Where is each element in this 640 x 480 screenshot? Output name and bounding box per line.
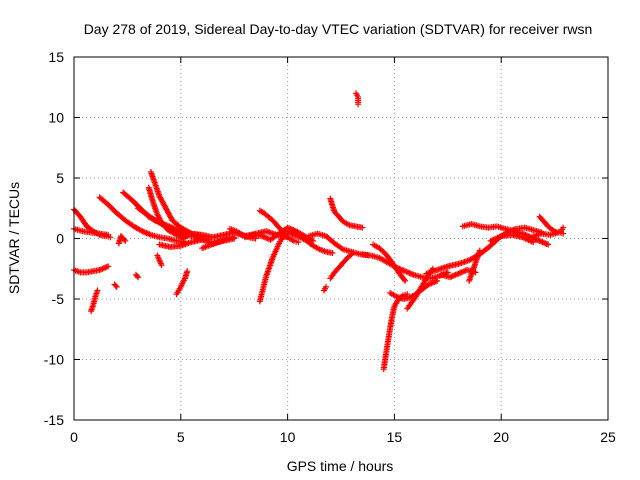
series-s39 [530,229,567,240]
series-s17 [199,234,238,252]
data-point-marker [545,241,552,248]
series-s02 [71,225,112,238]
data-point-marker [401,276,408,283]
data-point-marker [355,101,362,108]
data-point-marker [158,262,165,269]
data-point-marker [231,234,238,241]
series-s09 [132,271,142,281]
data-point-marker [348,251,355,258]
data-point-marker [434,277,441,284]
series-s22 [284,228,336,257]
data-point-marker [184,268,191,275]
series-s28 [359,251,451,282]
x-tick-label: 25 [600,429,616,445]
data-point-marker [134,273,141,280]
series-s27 [352,90,362,108]
data-point-marker [105,263,112,270]
data-point-marker [560,230,567,237]
y-axis-label: SDTVAR / TECUs [6,182,22,294]
series-s31 [387,277,441,302]
series-s04 [88,287,101,315]
y-tick-label: -10 [44,352,64,368]
series-s06 [96,194,189,246]
data-point-marker [560,224,567,231]
data-point-marker [323,283,330,290]
series-s25 [327,251,355,282]
data-point-marker [105,231,112,238]
data-point-marker [280,234,287,241]
series-s30 [380,291,411,373]
data-point-marker [329,250,336,257]
x-tick-label: 15 [387,429,403,445]
x-axis-label: GPS time / hours [287,458,394,474]
data-point-marker [112,282,119,289]
x-tick-label: 20 [493,429,509,445]
y-tick-label: -15 [44,412,64,428]
y-tick-label: -5 [52,291,65,307]
series-s03 [71,263,112,276]
data-point-marker [135,274,142,281]
y-tick-label: 5 [56,170,64,186]
data-points [71,90,567,373]
data-point-marker [359,224,366,231]
data-point-marker [476,247,483,254]
y-tick-label: 10 [48,110,64,126]
series-s26 [327,195,366,231]
series-s21 [256,234,287,305]
x-tick-label: 0 [70,429,78,445]
data-point-marker [94,287,101,294]
series-s14 [173,268,191,298]
series-s24 [320,283,330,294]
y-tick-label: 0 [56,231,64,247]
series-s34 [438,266,479,281]
axis-ticks: 0 5 10 15 20 25 -15 -10 -5 0 5 10 15 [44,49,616,445]
data-point-marker [121,236,128,243]
x-tick-label: 5 [177,429,185,445]
chart-title: Day 278 of 2019, Sidereal Day-to-day VTE… [84,21,593,37]
data-point-marker [122,237,129,244]
data-point-marker [279,235,286,242]
series-s07 [115,233,129,247]
data-point-marker [295,239,302,246]
series-s05 [111,281,120,290]
series-s13 [154,252,165,269]
data-point-marker [402,277,409,284]
series-s35 [466,247,483,284]
data-point-marker [530,239,537,246]
y-tick-label: 15 [48,49,64,65]
data-point-marker [113,283,120,290]
series-s20 [256,207,302,246]
x-tick-label: 10 [280,429,296,445]
series-s36 [459,220,552,248]
series-s29 [370,241,409,284]
